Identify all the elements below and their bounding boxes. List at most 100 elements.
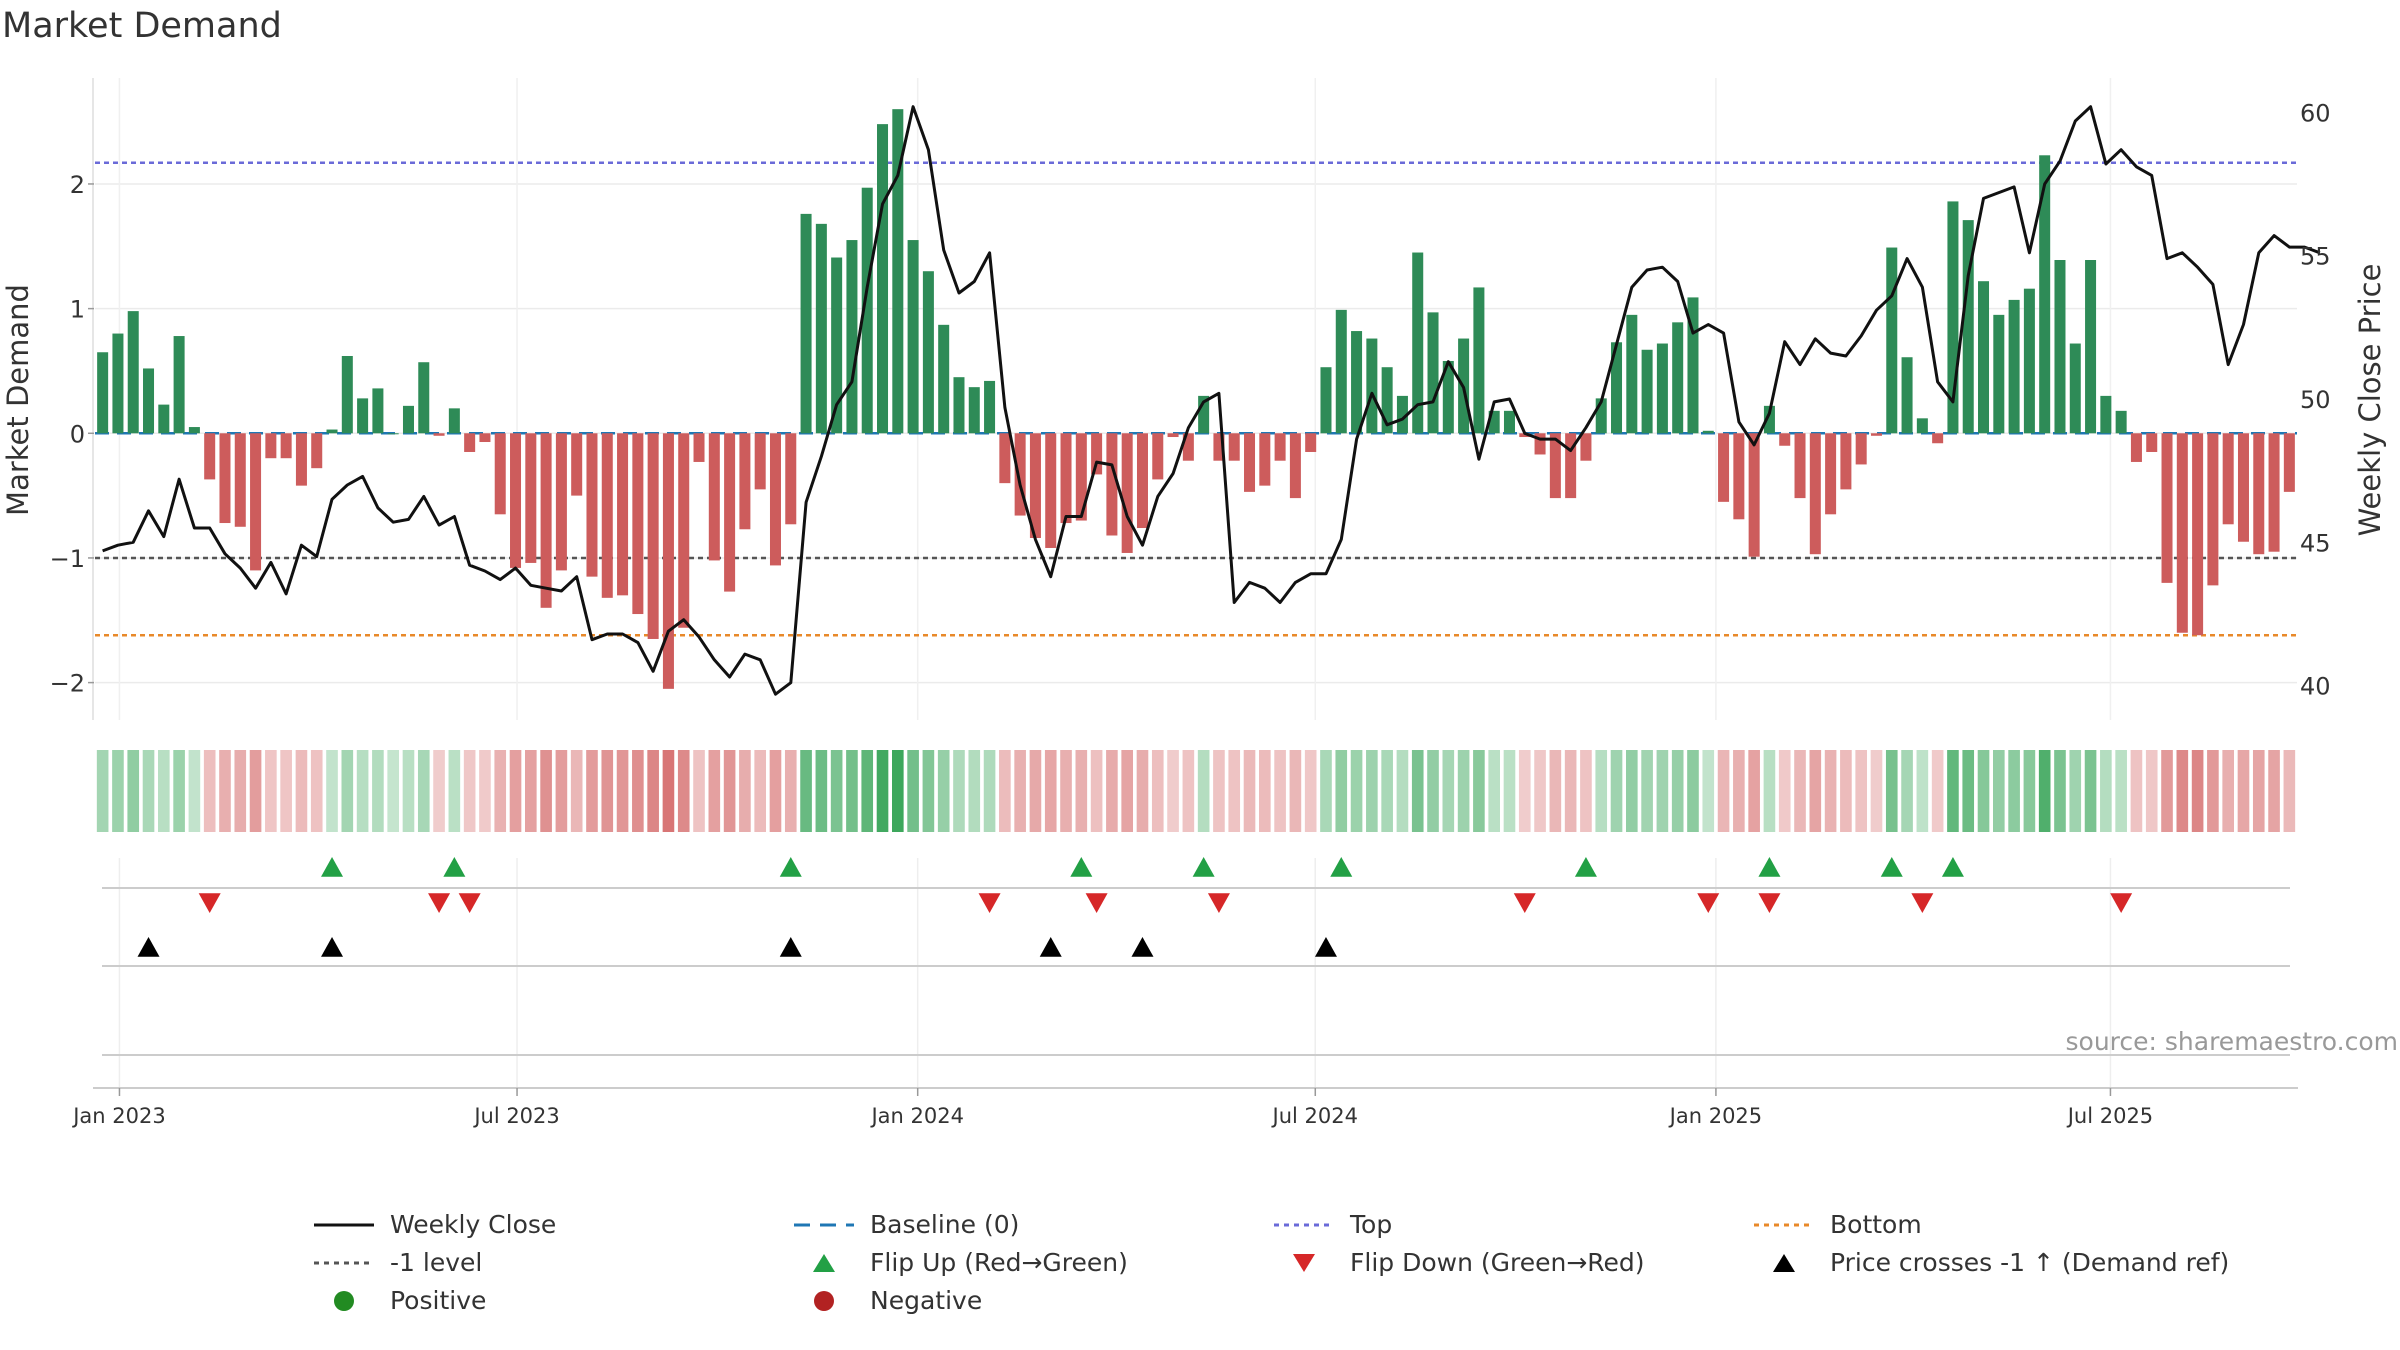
heat-cell	[265, 750, 277, 832]
legend-minus1: -1 level	[312, 1248, 482, 1277]
heat-cell	[1855, 750, 1867, 832]
demand-bar	[815, 223, 827, 434]
chart-title: Market Demand	[2, 6, 282, 46]
heat-cell	[158, 750, 170, 832]
heat-cell	[1610, 750, 1623, 832]
demand-bar	[1580, 433, 1592, 461]
demand-bar	[1748, 433, 1760, 557]
heat-cell	[295, 750, 308, 832]
demand-bar	[2085, 260, 2097, 434]
demand-bar	[708, 433, 720, 561]
heat-cell	[2008, 750, 2020, 832]
heat-cell	[1274, 750, 1286, 832]
heat-cell	[356, 750, 369, 832]
heat-cell	[2222, 750, 2234, 832]
heat-cell	[2161, 750, 2173, 832]
flip-down-marker	[1758, 893, 1781, 913]
demand-bar	[1947, 201, 1959, 434]
y-tick-label: 2	[70, 171, 85, 199]
heat-cell	[1901, 750, 1913, 832]
y2-tick-label: 45	[2300, 529, 2331, 557]
demand-bar	[1962, 220, 1974, 434]
heat-cell	[127, 750, 140, 832]
heat-cell	[1702, 750, 1715, 832]
heat-cell	[219, 750, 231, 832]
demand-bar	[1075, 433, 1087, 521]
flip-down-marker	[1207, 893, 1230, 913]
price-line-layer	[102, 105, 2321, 696]
heat-cell	[953, 750, 965, 832]
demand-bar	[1121, 433, 1133, 553]
heat-cell	[2069, 750, 2082, 832]
demand-bar	[341, 355, 353, 434]
y2-tick-label: 50	[2300, 386, 2331, 414]
heat-cell	[1748, 750, 1760, 832]
heat-cell	[2268, 750, 2280, 832]
demand-bar	[2207, 433, 2219, 586]
heat-cell	[1106, 750, 1118, 832]
demand-bar	[2146, 433, 2158, 452]
flip-up-marker	[1330, 857, 1353, 877]
demand-bar	[1274, 433, 1286, 461]
heat-cell	[1916, 750, 1929, 832]
heat-cell	[1457, 750, 1470, 832]
dot-icon	[792, 1289, 856, 1313]
heat-cell	[800, 750, 812, 832]
flip-down-marker	[1513, 893, 1536, 913]
demand-bar	[311, 433, 323, 469]
flip-down-marker	[1697, 893, 1720, 913]
demand-bar	[846, 240, 858, 434]
demand-bar	[831, 257, 843, 434]
demand-bar	[785, 433, 797, 525]
demand-bar	[2161, 433, 2173, 583]
heat-cell	[1060, 750, 1072, 832]
heat-cell	[1717, 750, 1730, 832]
heat-cell	[402, 750, 415, 832]
demand-bar	[173, 336, 185, 434]
price-cross-marker	[1314, 937, 1337, 957]
demand-bar	[1213, 433, 1225, 461]
flip-up-marker	[443, 857, 466, 877]
y-axis-label: Market Demand	[1, 284, 35, 516]
legend-flip-down: Flip Down (Green→Red)	[1272, 1248, 1645, 1277]
demand-bar	[1549, 433, 1561, 499]
heat-cell	[2237, 750, 2250, 832]
demand-bar	[479, 433, 491, 443]
demand-bar	[265, 433, 277, 459]
demand-bar	[2115, 410, 2127, 434]
flip-down-marker	[2110, 893, 2133, 913]
demand-bar	[219, 433, 231, 524]
heat-cell	[983, 750, 996, 832]
heat-cell	[1396, 750, 1409, 832]
demand-bar	[1855, 433, 1867, 465]
heat-cell	[112, 750, 124, 832]
demand-bar	[2069, 343, 2081, 434]
y-tick-label: 1	[70, 296, 85, 324]
heat-cell	[754, 750, 766, 832]
heat-cell	[1381, 750, 1393, 832]
heat-cell	[1304, 750, 1317, 832]
demand-bar	[800, 213, 812, 434]
heat-cell	[1870, 750, 1883, 832]
demand-bar	[402, 405, 414, 434]
heat-cell	[662, 750, 675, 832]
flip-down-marker	[198, 893, 221, 913]
heat-cell	[142, 750, 155, 832]
demand-bar	[2268, 433, 2280, 552]
heat-cell	[815, 750, 828, 832]
heat-cell	[677, 750, 690, 832]
demand-bar	[1916, 418, 1928, 434]
heat-cell	[433, 750, 445, 832]
heat-cell	[937, 750, 950, 832]
demand-bar	[2023, 288, 2035, 434]
heat-cell	[739, 750, 751, 832]
demand-bar	[601, 433, 613, 598]
demand-bar	[1733, 433, 1745, 520]
demand-bar	[1259, 433, 1271, 486]
y2-tick-label: 40	[2300, 673, 2331, 701]
demand-bar	[1244, 433, 1256, 492]
heat-cell	[509, 750, 522, 832]
demand-bar	[1672, 322, 1684, 434]
flip-up-marker	[321, 857, 344, 877]
demand-bar	[1794, 433, 1806, 499]
